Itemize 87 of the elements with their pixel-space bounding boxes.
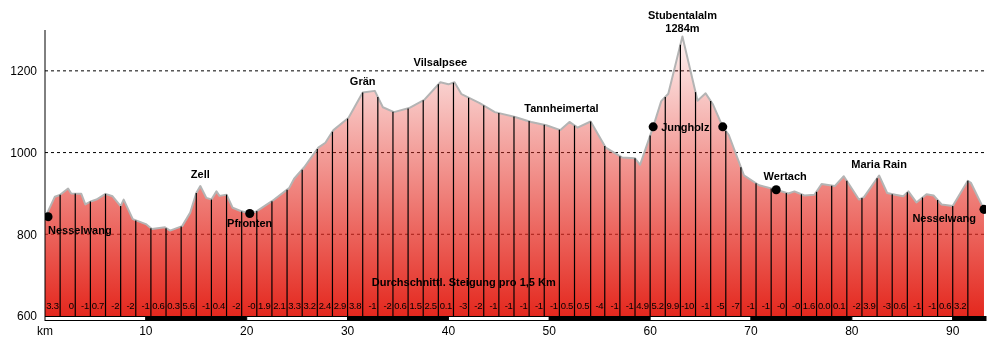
point (771, 185, 781, 195)
annotation: -4 (595, 300, 604, 311)
x-tick-label: 70 (744, 323, 758, 338)
annotation: 0.4 (212, 300, 226, 311)
annotation: 2.1 (273, 300, 286, 311)
point (718, 122, 728, 132)
x-tick-label: 90 (946, 323, 960, 338)
annotation: 3.2 (303, 300, 316, 311)
x-tick-label: km (37, 323, 53, 338)
annotation: -1 (202, 300, 210, 311)
x-tick-label: 30 (340, 323, 355, 338)
annotation: -3 (882, 300, 891, 311)
annotation: Vilsalpsee (413, 56, 468, 69)
annotation: -0 (792, 300, 800, 311)
annotation: 3.8 (348, 300, 362, 311)
annotation: -1 (81, 300, 89, 311)
x-tick-label: 50 (542, 323, 557, 338)
annotation: 0.5 (576, 300, 590, 311)
annotation: -1 (928, 300, 937, 311)
annotation: 5.2 (651, 300, 664, 311)
y-tick-label: 1000 (10, 145, 38, 160)
annotation: 0 (68, 300, 74, 311)
annotation: Wertach (763, 169, 808, 182)
annotation: 0.1 (439, 300, 452, 311)
annotation: -2 (852, 300, 861, 311)
point (245, 208, 255, 218)
annotation: 9.9 (666, 300, 679, 311)
annotation: -3 (459, 300, 468, 311)
annotation: 1.5 (409, 300, 422, 311)
annotation: Zell (190, 168, 210, 181)
x-tick-label: 60 (643, 323, 658, 338)
annotation: Grän (349, 74, 376, 87)
annotation: -0 (247, 300, 256, 311)
annotation: -1 (550, 300, 558, 311)
annotation: -10 (681, 300, 695, 311)
annotation: 0.5 (560, 300, 574, 311)
annotation: -5 (716, 300, 725, 311)
annotation: -2 (232, 300, 241, 311)
annotation: -1 (141, 300, 150, 311)
annotation: -1 (519, 300, 528, 311)
annotation: 0.0 (817, 300, 831, 311)
annotation: -1 (701, 300, 710, 311)
annotation: 2.9 (333, 300, 347, 311)
annotation: 0.6 (152, 300, 165, 311)
annotation: -1 (761, 300, 770, 311)
annotation: -2 (474, 300, 483, 311)
annotation: -1 (368, 300, 377, 311)
annotation: 1.6 (802, 300, 816, 311)
x-tick-label: 40 (441, 323, 456, 338)
annotation: -1 (489, 300, 498, 311)
annotation: -0 (776, 300, 785, 311)
x-tick-label: 80 (845, 323, 859, 338)
annotation: 2.5 (424, 300, 437, 311)
annotation: -2 (383, 300, 392, 311)
annotation: 5.6 (182, 300, 195, 311)
annotation: -1 (625, 300, 634, 311)
annotation: -1 (913, 300, 921, 311)
annotation: 2.4 (318, 300, 331, 311)
annotation: 0.6 (893, 300, 906, 311)
annotation: 0.6 (938, 300, 952, 311)
annotation: Maria Rain (851, 158, 908, 171)
annotation: -1 (534, 300, 543, 311)
annotation: 3.3 (288, 300, 301, 311)
annotation: Stubentalalm 1284m (647, 8, 718, 34)
y-tick-label: 1200 (10, 64, 38, 79)
annotation: 0.7 (91, 300, 105, 311)
annotation: -2 (126, 300, 135, 311)
y-tick-label: 800 (16, 227, 38, 242)
x-tick-label: 20 (240, 323, 254, 338)
y-tick-label: 600 (16, 309, 38, 324)
annotation: 3.9 (863, 300, 876, 311)
annotation: 0.1 (833, 300, 846, 311)
annotation: -1 (504, 300, 513, 311)
annotation: 1.9 (258, 300, 271, 311)
annotation: 0.6 (394, 300, 407, 311)
annotation: 3.2 (954, 300, 967, 311)
annotation: -1 (610, 300, 619, 311)
annotation: 3.3 (46, 300, 59, 311)
annotation: -7 (731, 300, 740, 311)
annotation: 4.9 (636, 300, 649, 311)
annotation: -1 (746, 300, 755, 311)
annotation: 0.3 (167, 300, 180, 311)
point (648, 122, 658, 132)
point (45, 212, 53, 222)
annotation: Tannheimertal (524, 101, 599, 114)
x-tick-label: 10 (139, 323, 153, 338)
annotation: -2 (111, 300, 120, 311)
